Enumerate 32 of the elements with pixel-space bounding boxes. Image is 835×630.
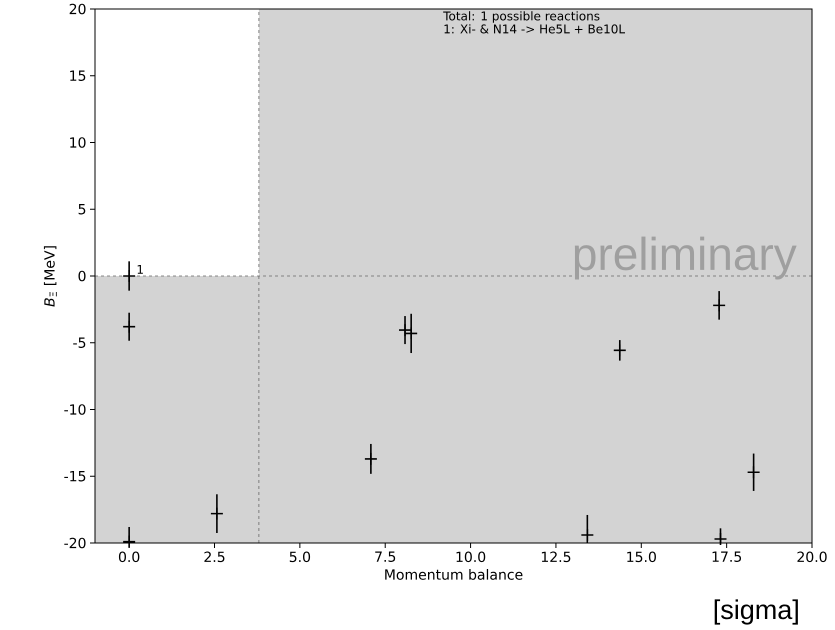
y-tick-label: 0 xyxy=(78,270,86,282)
y-tick-label: -15 xyxy=(64,471,86,482)
point xyxy=(714,532,728,546)
point xyxy=(746,465,760,480)
y-tick-label: 15 xyxy=(70,70,86,81)
annotation: Total: 1 possible reactions xyxy=(443,11,600,23)
annotation: 1: Xi- & N14 -> He5L + Be10L xyxy=(444,24,625,34)
x-tick-label: 15.0 xyxy=(627,552,656,562)
x-tick-label: 5.0 xyxy=(290,552,310,562)
point xyxy=(122,320,136,334)
x-tick-label: 2.5 xyxy=(204,552,224,562)
y-tick-label: 5 xyxy=(78,204,86,214)
y-tick-label: 10 xyxy=(70,137,86,148)
x-tick-label: 12.5 xyxy=(542,552,570,562)
annotation: 1 xyxy=(138,265,143,274)
point xyxy=(210,506,224,520)
y-tick-label: -20 xyxy=(64,538,86,548)
x-tick-label: 7.5 xyxy=(375,552,396,562)
x-axis-title: Momentum balance xyxy=(385,568,522,580)
y-tick-label: -5 xyxy=(73,338,86,348)
x-tick-label: 10.0 xyxy=(456,552,486,562)
y-tick-label: -10 xyxy=(64,404,86,415)
point xyxy=(364,452,378,466)
x-tick-label: 20.0 xyxy=(797,552,827,562)
y-axis-title: B$_{Ξ}$ [MeV] xyxy=(44,246,57,307)
x-tick-label: 0.0 xyxy=(118,552,140,562)
x-tick-label: 17.5 xyxy=(712,552,742,562)
point xyxy=(612,344,627,358)
point xyxy=(712,298,726,312)
point xyxy=(122,269,136,283)
text: [sigma] xyxy=(714,599,798,625)
y-tick-label: 20 xyxy=(70,4,86,14)
